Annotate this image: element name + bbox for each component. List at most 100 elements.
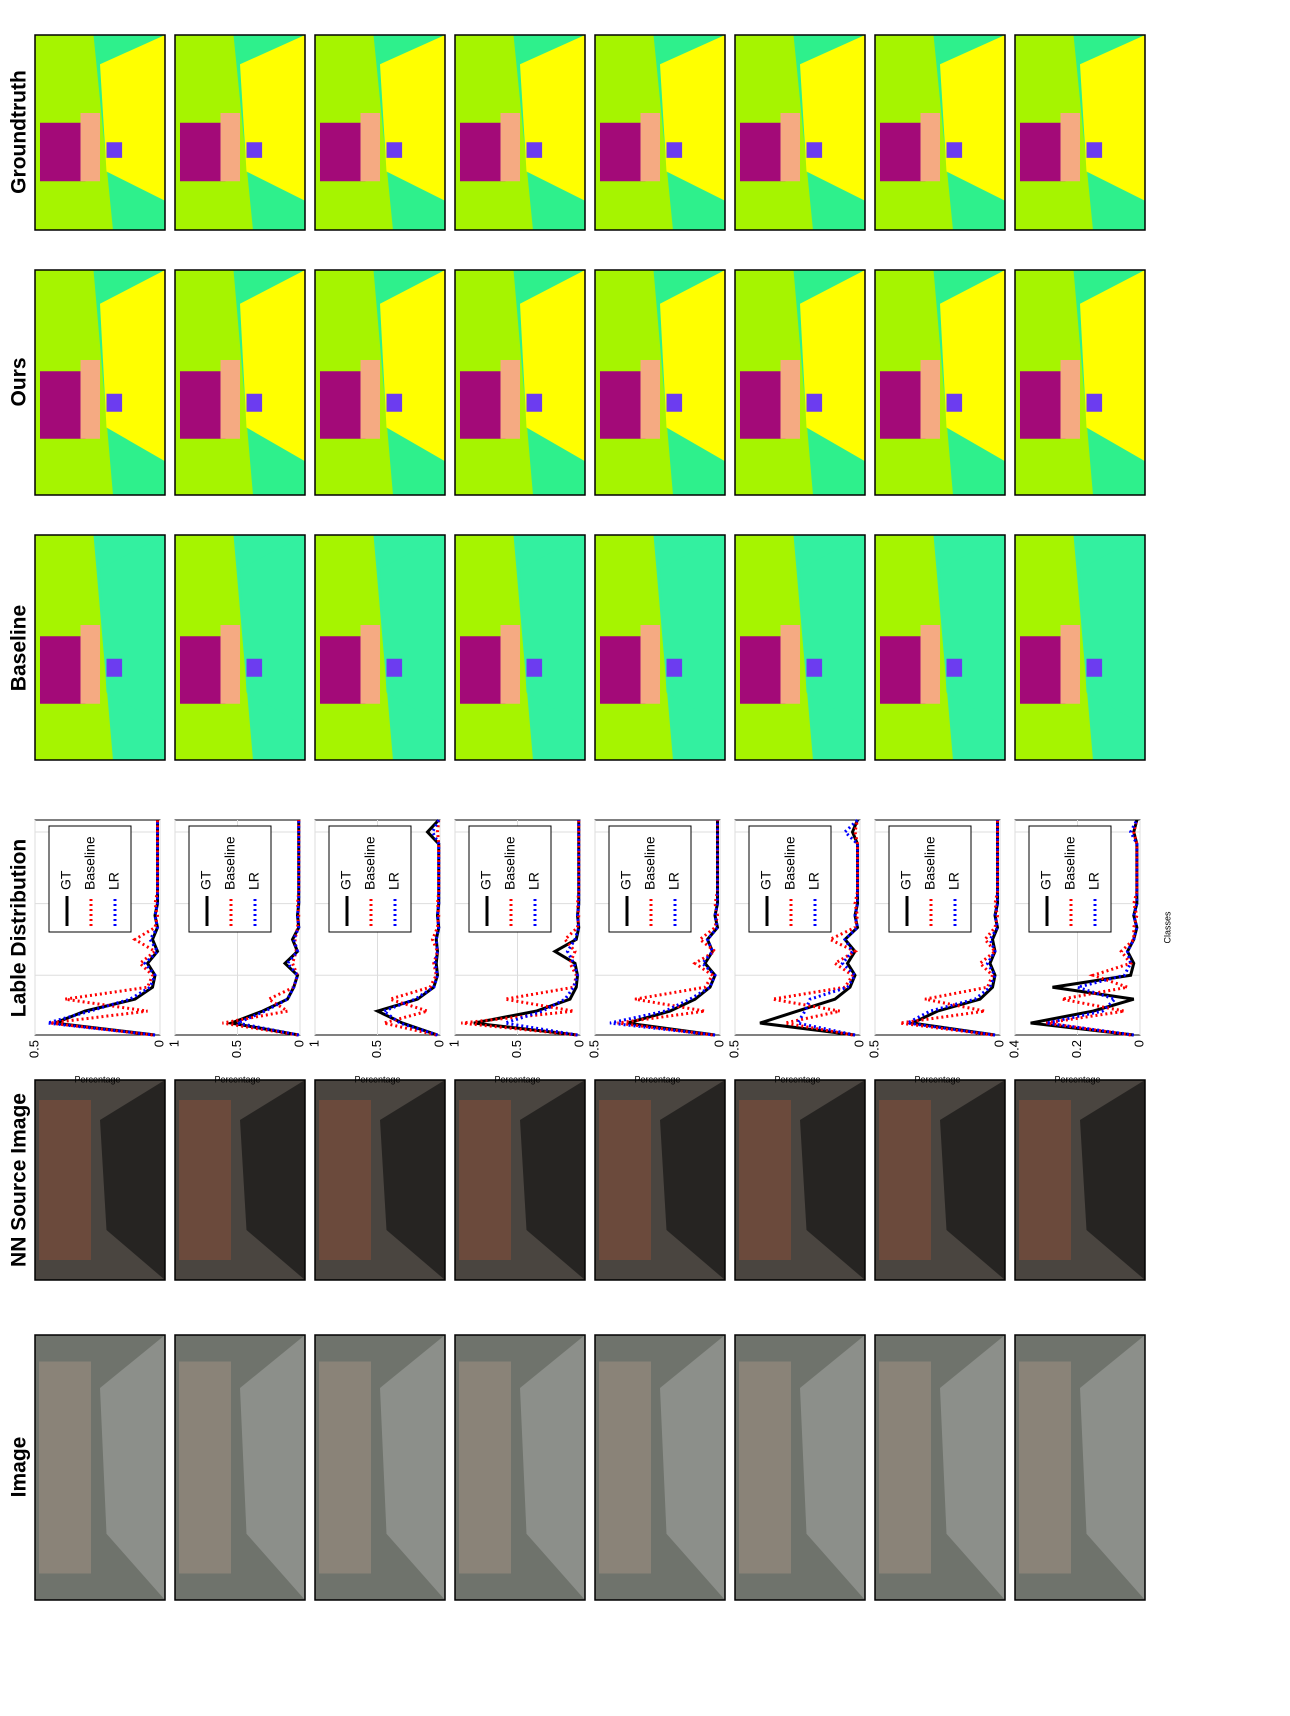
image-tile <box>314 1079 446 1281</box>
image-tile <box>594 34 726 231</box>
segment-building <box>1020 371 1066 439</box>
y-tick-label: 0 <box>1131 1040 1146 1047</box>
image-tile <box>874 269 1006 496</box>
legend-label: Baseline <box>502 836 518 890</box>
tile-border <box>734 1334 866 1601</box>
series-line <box>795 818 860 1037</box>
segment-person <box>246 142 263 158</box>
image-tile <box>734 534 866 761</box>
segment-person <box>1086 142 1103 158</box>
y-axis-label: Percentage <box>914 1074 960 1084</box>
segment-person <box>106 658 123 677</box>
segment-building <box>600 636 646 704</box>
legend-box <box>608 825 692 933</box>
tile-border <box>874 1079 1006 1281</box>
y-axis-label: Percentage <box>634 1074 680 1084</box>
image-tile <box>874 534 1006 761</box>
segment-building <box>180 122 226 182</box>
series-line <box>617 820 720 1037</box>
legend-box <box>328 825 412 933</box>
tile-border <box>314 534 446 761</box>
y-tick-label: 0 <box>851 1040 866 1047</box>
photo-road <box>660 1335 725 1600</box>
segment-wall <box>80 625 100 704</box>
x-axis-label: Classes <box>1162 911 1172 944</box>
series-line <box>1030 819 1139 1037</box>
segment-person <box>666 393 683 412</box>
chart: 0 0.5 Percentage GT Baseline LR <box>866 819 1006 1084</box>
photo-building <box>319 1100 371 1260</box>
segment-person <box>106 393 123 412</box>
tile-border <box>314 1079 446 1281</box>
segment-wall <box>220 113 240 182</box>
segment-person <box>386 142 403 158</box>
image-tile <box>314 1334 446 1601</box>
segment-building <box>40 371 86 439</box>
chart: 0 0.2 0.4 Percentage Classes GT Baseline LR <box>1006 819 1172 1084</box>
segment-wall <box>1060 625 1080 704</box>
segment-wall <box>500 113 520 182</box>
tile-border <box>34 1334 166 1601</box>
y-tick-label: 0.4 <box>1006 1040 1021 1058</box>
tile-border <box>34 34 166 231</box>
segment-building <box>1020 636 1066 704</box>
y-axis-label: Percentage <box>774 1074 820 1084</box>
legend-label: Baseline <box>642 836 658 890</box>
segment-person <box>386 658 403 677</box>
column-header: Ours <box>8 357 31 406</box>
y-tick-label: 1 <box>446 1040 461 1047</box>
column-header: Groundtruth <box>8 70 31 194</box>
photo-building <box>599 1100 651 1260</box>
photo-road <box>800 1080 865 1280</box>
photo-building <box>179 1100 231 1260</box>
segment-wall <box>920 113 940 182</box>
photo-building <box>1019 1361 1071 1574</box>
segment-road <box>660 270 725 462</box>
photo-road <box>800 1335 865 1600</box>
segment-person <box>386 393 403 412</box>
y-tick-label: 0.5 <box>369 1040 384 1058</box>
tile-border <box>174 269 306 496</box>
column-headers: Image NN Source Image Lable Distribution Ba… <box>8 70 31 1497</box>
segment-building <box>180 636 226 704</box>
tile-border <box>174 534 306 761</box>
segment-person <box>946 658 963 677</box>
image-tile <box>454 269 586 496</box>
tile-border <box>874 1334 1006 1601</box>
segment-person <box>946 393 963 412</box>
segment-wall <box>360 360 380 439</box>
segment-building <box>740 371 786 439</box>
segment-building <box>460 371 506 439</box>
image-tile <box>1014 34 1146 231</box>
photo-building <box>179 1361 231 1574</box>
photo-road <box>380 1335 445 1600</box>
series-line <box>47 820 160 1037</box>
series-line <box>899 820 1000 1037</box>
tile-border <box>34 1079 166 1281</box>
image-tile <box>874 34 1006 231</box>
legend-label: LR <box>386 872 402 890</box>
image-tile <box>734 269 866 496</box>
y-tick-label: 1 <box>166 1040 181 1047</box>
image-tile <box>594 1334 726 1601</box>
tile-border <box>874 34 1006 231</box>
segment-wall <box>640 625 660 704</box>
image-tile <box>454 34 586 231</box>
photo-road <box>520 1335 585 1600</box>
y-axis-label: Percentage <box>1054 1074 1100 1084</box>
image-tiles <box>34 34 1146 1601</box>
segment-building <box>320 122 366 182</box>
chart: 0 0.5 1 Percentage GT Baseline LR <box>166 819 306 1084</box>
legend-label: Baseline <box>1062 836 1078 890</box>
segment-road <box>940 270 1005 462</box>
segment-building <box>600 371 646 439</box>
segment-building <box>880 371 926 439</box>
legend-label: GT <box>898 870 914 890</box>
segment-person <box>526 658 543 677</box>
y-axis-label: Percentage <box>74 1074 120 1084</box>
column-header: NN Source Image <box>8 1093 31 1267</box>
photo-road <box>940 1080 1005 1280</box>
segment-person <box>526 393 543 412</box>
image-tile <box>594 269 726 496</box>
photo-road <box>520 1080 585 1280</box>
